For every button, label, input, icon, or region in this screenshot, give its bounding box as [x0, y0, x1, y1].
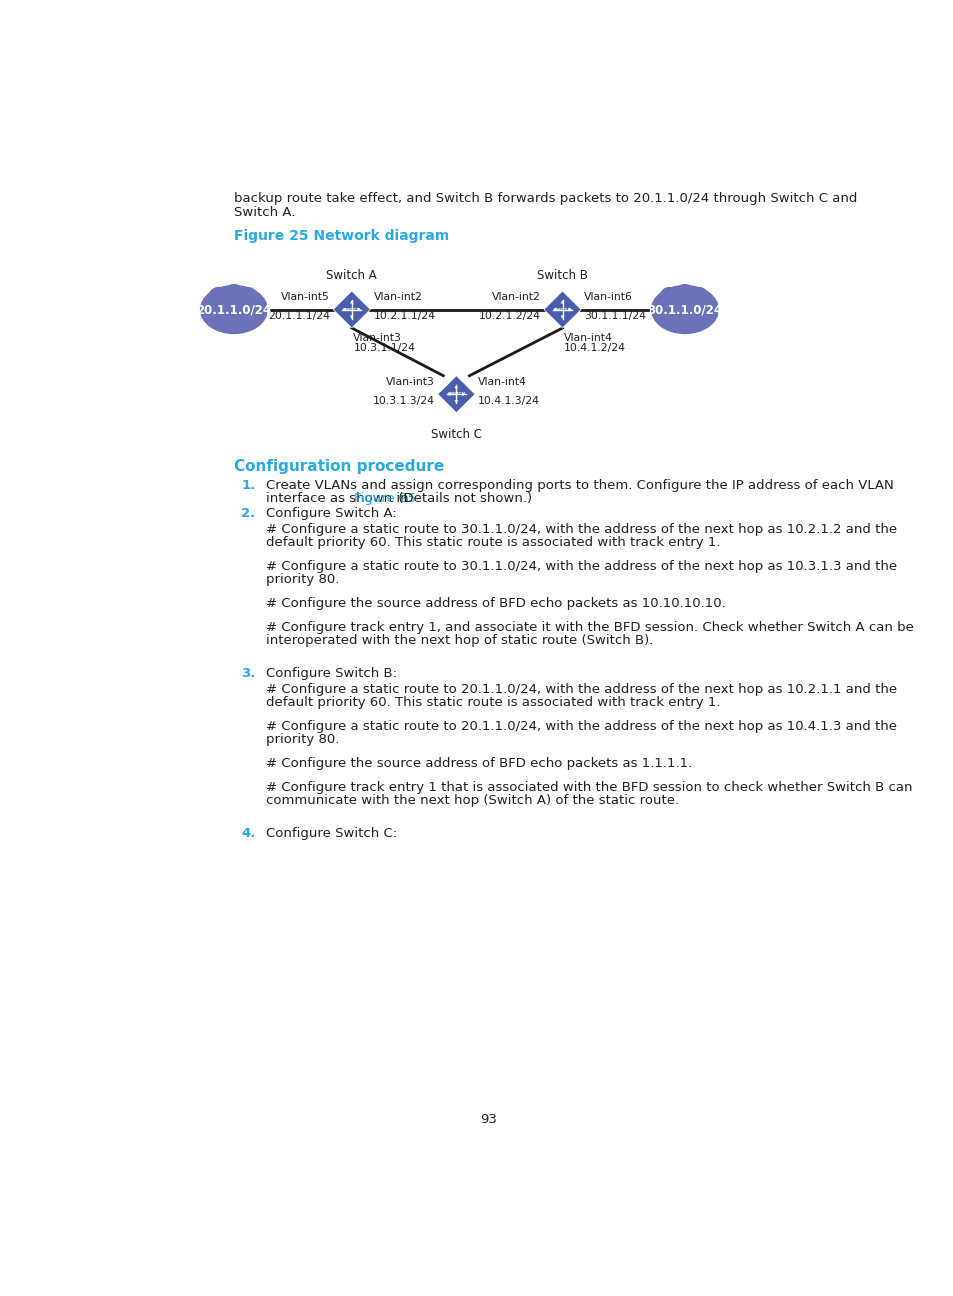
- Text: 30.1.1.1/24: 30.1.1.1/24: [583, 311, 645, 321]
- Text: # Configure a static route to 20.1.1.0/24, with the address of the next hop as 1: # Configure a static route to 20.1.1.0/2…: [266, 683, 897, 696]
- Text: SWITCH: SWITCH: [342, 307, 360, 311]
- Circle shape: [223, 312, 244, 333]
- Text: Vlan-int3: Vlan-int3: [353, 333, 402, 342]
- Text: 10.4.1.3/24: 10.4.1.3/24: [477, 395, 539, 406]
- Text: default priority 60. This static route is associated with track entry 1.: default priority 60. This static route i…: [266, 696, 720, 709]
- Polygon shape: [437, 376, 475, 412]
- Text: Vlan-int6: Vlan-int6: [583, 292, 633, 302]
- Text: interface as shown in: interface as shown in: [266, 492, 413, 505]
- Text: Switch A.: Switch A.: [233, 206, 295, 219]
- Polygon shape: [560, 315, 564, 319]
- Text: priority 80.: priority 80.: [266, 573, 339, 586]
- Text: # Configure the source address of BFD echo packets as 1.1.1.1.: # Configure the source address of BFD ec…: [266, 757, 692, 770]
- Text: # Configure a static route to 30.1.1.0/24, with the address of the next hop as 1: # Configure a static route to 30.1.1.0/2…: [266, 560, 897, 573]
- Circle shape: [687, 286, 708, 307]
- Text: 3.: 3.: [241, 667, 255, 680]
- Text: 4.: 4.: [241, 827, 255, 840]
- Polygon shape: [447, 393, 450, 397]
- Circle shape: [235, 308, 256, 329]
- Text: # Configure track entry 1 that is associated with the BFD session to check wheth: # Configure track entry 1 that is associ…: [266, 780, 912, 793]
- Text: SWITCH: SWITCH: [447, 393, 465, 397]
- Circle shape: [674, 312, 695, 333]
- Text: default priority 60. This static route is associated with track entry 1.: default priority 60. This static route i…: [266, 537, 720, 550]
- Circle shape: [674, 284, 695, 305]
- Text: communicate with the next hop (Switch A) of the static route.: communicate with the next hop (Switch A)…: [266, 794, 679, 807]
- Text: Create VLANs and assign corresponding ports to them. Configure the IP address of: Create VLANs and assign corresponding po…: [266, 480, 893, 492]
- Text: Figure 25: Figure 25: [354, 492, 416, 505]
- Text: 10.2.1.1/24: 10.2.1.1/24: [373, 311, 435, 321]
- Text: Vlan-int5: Vlan-int5: [281, 292, 330, 302]
- Text: 30.1.1.0/24: 30.1.1.0/24: [647, 303, 721, 316]
- Text: 20.1.1.1/24: 20.1.1.1/24: [268, 311, 330, 321]
- Text: Vlan-int4: Vlan-int4: [477, 377, 526, 386]
- Text: 1.: 1.: [241, 480, 255, 492]
- Text: SWITCH: SWITCH: [553, 307, 571, 311]
- Polygon shape: [342, 307, 345, 311]
- Text: Switch B: Switch B: [537, 270, 587, 283]
- Text: Configure Switch A:: Configure Switch A:: [266, 507, 396, 520]
- Circle shape: [205, 297, 225, 318]
- Ellipse shape: [650, 285, 719, 334]
- Circle shape: [223, 284, 244, 305]
- Text: Switch A: Switch A: [326, 270, 376, 283]
- Polygon shape: [454, 400, 457, 403]
- Polygon shape: [462, 393, 465, 397]
- Polygon shape: [357, 307, 360, 311]
- Text: 2.: 2.: [241, 507, 255, 520]
- Text: 10.3.1.1/24: 10.3.1.1/24: [353, 343, 415, 354]
- Circle shape: [242, 297, 263, 318]
- Polygon shape: [543, 292, 580, 328]
- Polygon shape: [350, 315, 354, 319]
- Text: interoperated with the next hop of static route (Switch B).: interoperated with the next hop of stati…: [266, 634, 653, 647]
- Text: Configuration procedure: Configuration procedure: [233, 459, 444, 474]
- Circle shape: [693, 297, 714, 318]
- Text: . (Details not shown.): . (Details not shown.): [390, 492, 532, 505]
- Text: backup route take effect, and Switch B forwards packets to 20.1.1.0/24 through S: backup route take effect, and Switch B f…: [233, 193, 857, 206]
- Circle shape: [659, 286, 679, 307]
- Text: # Configure a static route to 30.1.1.0/24, with the address of the next hop as 1: # Configure a static route to 30.1.1.0/2…: [266, 522, 897, 535]
- Polygon shape: [560, 301, 564, 303]
- Polygon shape: [568, 307, 571, 311]
- Polygon shape: [333, 292, 370, 328]
- Text: 20.1.1.0/24: 20.1.1.0/24: [196, 303, 272, 316]
- Circle shape: [686, 308, 706, 329]
- Text: 93: 93: [480, 1113, 497, 1126]
- Circle shape: [655, 297, 676, 318]
- Circle shape: [659, 307, 679, 328]
- Circle shape: [208, 286, 229, 307]
- Circle shape: [208, 307, 229, 328]
- Polygon shape: [553, 307, 556, 311]
- Text: Configure Switch B:: Configure Switch B:: [266, 667, 397, 680]
- Text: priority 80.: priority 80.: [266, 734, 339, 746]
- Text: Configure Switch C:: Configure Switch C:: [266, 827, 397, 840]
- Text: # Configure a static route to 20.1.1.0/24, with the address of the next hop as 1: # Configure a static route to 20.1.1.0/2…: [266, 721, 897, 734]
- Text: 10.4.1.2/24: 10.4.1.2/24: [563, 343, 625, 354]
- Polygon shape: [454, 385, 457, 389]
- Text: 10.2.1.2/24: 10.2.1.2/24: [478, 311, 540, 321]
- Polygon shape: [350, 301, 354, 303]
- Text: Vlan-int4: Vlan-int4: [563, 333, 613, 342]
- Text: Switch C: Switch C: [431, 428, 481, 441]
- Ellipse shape: [199, 285, 268, 334]
- Text: Vlan-int2: Vlan-int2: [492, 292, 540, 302]
- Text: Vlan-int3: Vlan-int3: [385, 377, 435, 386]
- Text: Figure 25 Network diagram: Figure 25 Network diagram: [233, 228, 449, 242]
- Text: # Configure track entry 1, and associate it with the BFD session. Check whether : # Configure track entry 1, and associate…: [266, 621, 913, 634]
- Text: Vlan-int2: Vlan-int2: [373, 292, 422, 302]
- Text: 10.3.1.3/24: 10.3.1.3/24: [373, 395, 435, 406]
- Circle shape: [237, 286, 257, 307]
- Text: # Configure the source address of BFD echo packets as 10.10.10.10.: # Configure the source address of BFD ec…: [266, 596, 725, 609]
